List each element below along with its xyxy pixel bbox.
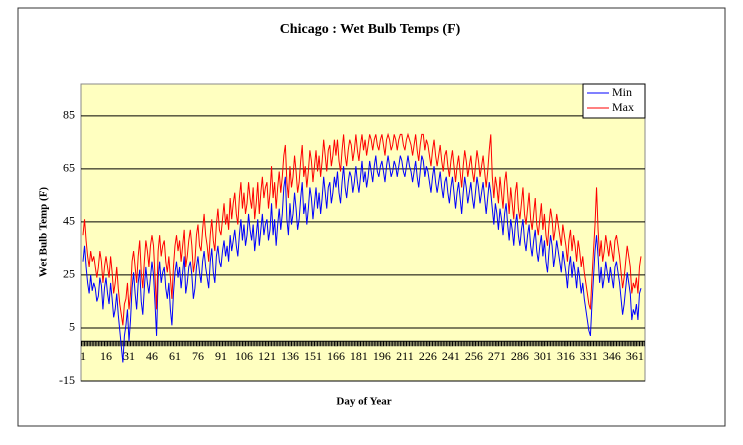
legend-label: Max [612, 100, 634, 114]
x-tick-label: 331 [580, 349, 598, 363]
plot-area [80, 83, 646, 382]
y-tick-label: 85 [63, 108, 75, 122]
series-line [82, 132, 642, 326]
x-tick-label: 346 [603, 349, 621, 363]
x-axis-label: Day of Year [336, 396, 391, 408]
x-tick-label: 271 [488, 349, 506, 363]
x-tick-label: 226 [419, 349, 437, 363]
x-tick-label: 286 [511, 349, 529, 363]
x-tick-label: 151 [304, 349, 322, 363]
x-tick-label: 106 [235, 349, 253, 363]
y-tick-label: 45 [63, 214, 75, 228]
x-tick-label: 361 [626, 349, 644, 363]
x-tick-label: 136 [281, 349, 299, 363]
x-tick-label: 46 [146, 349, 158, 363]
y-tick-label: 25 [63, 267, 75, 281]
x-tick-label: 91 [215, 349, 227, 363]
y-tick-label: -15 [59, 373, 75, 387]
legend-box [582, 83, 646, 119]
x-tick-label: 256 [465, 349, 483, 363]
y-tick-label: 5 [69, 320, 75, 334]
x-tick-label: 241 [442, 349, 460, 363]
x-tick-label: 16 [100, 349, 112, 363]
x-tick-label: 76 [192, 349, 204, 363]
chart-title: Chicago : Wet Bulb Temps (F) [280, 22, 461, 37]
y-axis-label: Wet Bulb Temp (F) [38, 187, 50, 277]
x-tick-label: 121 [258, 349, 276, 363]
x-tick-label: 196 [373, 349, 391, 363]
x-tick-label: 1 [80, 349, 86, 363]
legend-label: Min [612, 85, 632, 99]
y-tick-label: 65 [63, 161, 75, 175]
x-tick-label: 316 [557, 349, 575, 363]
x-tick-label: 211 [396, 349, 414, 363]
series-line [82, 155, 642, 363]
x-tick-label: 166 [327, 349, 345, 363]
x-tick-label: 181 [350, 349, 368, 363]
x-tick-label: 301 [534, 349, 552, 363]
x-tick-label: 31 [123, 349, 135, 363]
x-tick-label: 61 [169, 349, 181, 363]
